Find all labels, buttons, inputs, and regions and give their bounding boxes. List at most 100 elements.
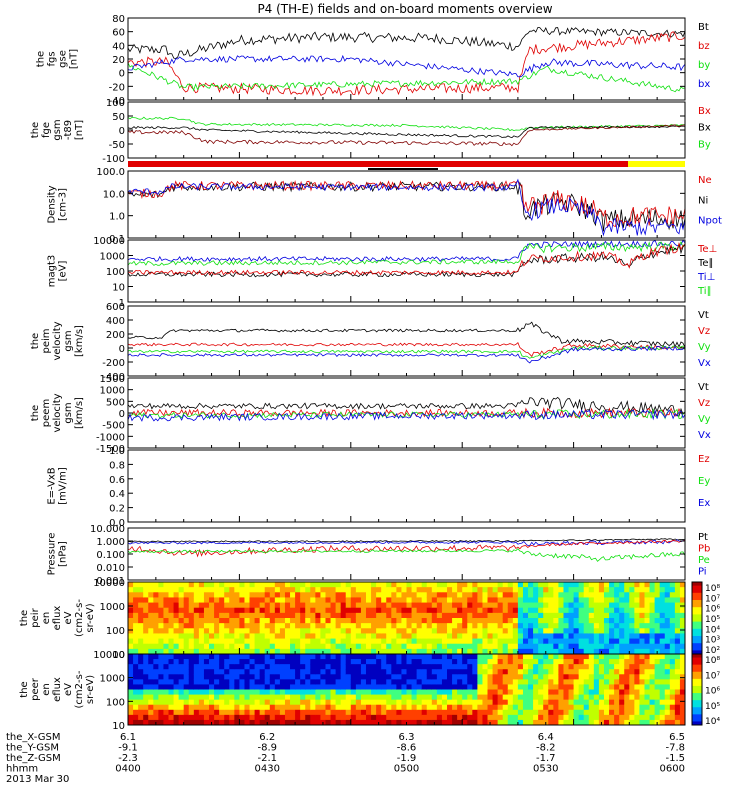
- heatmap-cell: [441, 669, 448, 675]
- heatmap-cell: [573, 654, 580, 660]
- heatmap-cell: [203, 618, 210, 624]
- heatmap-cell: [219, 587, 225, 593]
- heatmap-cell: [153, 699, 159, 706]
- heatmap-cell: [254, 669, 261, 675]
- heatmap-cell: [512, 694, 519, 701]
- heatmap-cell: [198, 664, 205, 670]
- heatmap-cell: [183, 654, 190, 660]
- heatmap-cell: [391, 643, 397, 650]
- heatmap-cell: [355, 623, 362, 629]
- heatmap-cell: [355, 587, 362, 593]
- colorbar-segment: [692, 661, 702, 666]
- heatmap-cell: [259, 684, 266, 690]
- heatmap-cell: [300, 714, 306, 721]
- heatmap-cell: [360, 714, 367, 721]
- heatmap-cell: [224, 612, 230, 619]
- heatmap-cell: [634, 654, 640, 660]
- heatmap-cell: [133, 714, 139, 721]
- heatmap-cell: [203, 623, 210, 629]
- heatmap-cell: [522, 709, 529, 716]
- heatmap-cell: [148, 659, 154, 665]
- heatmap-cell: [295, 597, 301, 604]
- heatmap-cell: [224, 709, 230, 716]
- heatmap-cell: [522, 592, 529, 598]
- heatmap-cell: [406, 664, 413, 670]
- heatmap-cell: [588, 674, 595, 680]
- heatmap-cell: [224, 582, 230, 588]
- heatmap-cell: [254, 654, 261, 660]
- heatmap-cell: [183, 684, 190, 690]
- heatmap-cell: [436, 582, 443, 588]
- heatmap-cell: [492, 597, 499, 604]
- heatmap-cell: [365, 684, 372, 690]
- heatmap-cell: [649, 654, 656, 660]
- heatmap-cell: [254, 689, 261, 696]
- heatmap-cell: [371, 699, 377, 706]
- heatmap-cell: [244, 582, 251, 588]
- colorbar-segment: [692, 710, 702, 715]
- heatmap-cell: [310, 709, 316, 716]
- heatmap-cell: [396, 704, 402, 711]
- heatmap-cell: [320, 664, 326, 670]
- heatmap-cell: [279, 669, 286, 675]
- heatmap-cell: [654, 592, 661, 598]
- heatmap-cell: [133, 628, 139, 634]
- heatmap-cell: [614, 689, 620, 696]
- heatmap-cell: [583, 582, 590, 588]
- series-line-red: [127, 241, 686, 276]
- heatmap-cell: [522, 633, 529, 640]
- heatmap-cell: [609, 638, 615, 645]
- heatmap-cell: [649, 669, 656, 675]
- heatmap-cell: [593, 714, 600, 721]
- heatmap-cell: [609, 709, 615, 716]
- heatmap-cell: [457, 709, 463, 716]
- heatmap-cell: [168, 602, 175, 609]
- heatmap-cell: [588, 648, 595, 655]
- heatmap-cell: [568, 674, 575, 680]
- heatmap-cell: [614, 587, 620, 593]
- heatmap-cell: [477, 674, 483, 680]
- heatmap-cell: [259, 607, 266, 614]
- heatmap-cell: [345, 597, 352, 604]
- heatmap-cell: [214, 638, 220, 645]
- heatmap-cell: [143, 669, 149, 675]
- heatmap-cell: [209, 654, 215, 660]
- heatmap-cell: [457, 714, 463, 721]
- heatmap-cell: [654, 714, 661, 721]
- heatmap-cell: [462, 633, 468, 640]
- heatmap-cell: [295, 689, 301, 696]
- footer-row-value: 0600: [660, 764, 685, 775]
- heatmap-cell: [563, 699, 570, 706]
- heatmap-cell: [381, 623, 387, 629]
- heatmap-cell: [614, 704, 620, 711]
- heatmap-cell: [477, 694, 483, 701]
- heatmap-cell: [269, 648, 276, 655]
- heatmap-cell: [133, 623, 139, 629]
- heatmap-cell: [462, 643, 468, 650]
- heatmap-cell: [644, 592, 651, 598]
- y-tick-label: -200: [102, 358, 125, 369]
- heatmap-cell: [548, 592, 554, 598]
- heatmap-cell: [477, 709, 483, 716]
- heatmap-cell: [391, 659, 397, 665]
- heatmap-cell: [371, 607, 377, 614]
- heatmap-cell: [639, 709, 645, 716]
- heatmap-cell: [563, 669, 570, 675]
- heatmap-cell: [598, 623, 605, 629]
- heatmap-cell: [467, 628, 473, 634]
- heatmap-cell: [224, 638, 230, 645]
- heatmap-cell: [259, 633, 266, 640]
- heatmap-cell: [472, 618, 478, 624]
- heatmap-cell: [457, 597, 463, 604]
- heatmap-cell: [543, 699, 549, 706]
- heatmap-cell: [173, 592, 180, 598]
- heatmap-cell: [467, 669, 473, 675]
- heatmap-cell: [441, 654, 448, 660]
- heatmap-cell: [188, 638, 195, 645]
- heatmap-cell: [279, 694, 286, 701]
- heatmap-cell: [639, 633, 645, 640]
- heatmap-cell: [507, 709, 514, 716]
- heatmap-cell: [203, 628, 210, 634]
- panel-frame: [127, 101, 686, 159]
- heatmap-cell: [553, 628, 559, 634]
